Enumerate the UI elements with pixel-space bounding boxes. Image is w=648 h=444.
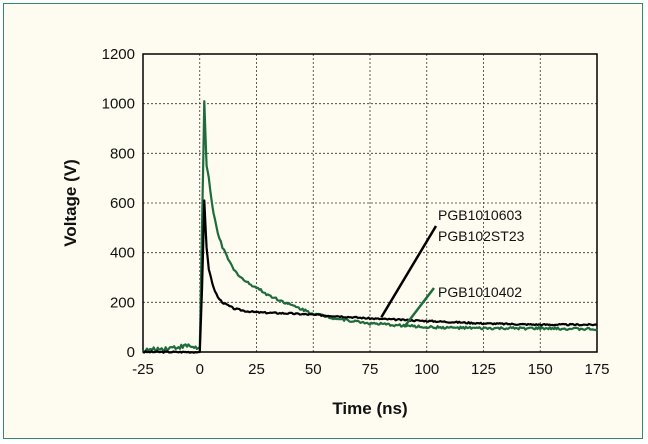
annotation-label: PGB1010603: [438, 207, 522, 223]
series-line-green: [142, 100, 598, 354]
y-tick-label: 1000: [102, 96, 135, 113]
y-tick-label: 200: [110, 294, 135, 311]
y-tick-label: 800: [110, 145, 135, 162]
y-tick-label: 400: [110, 245, 135, 262]
x-tick-label: 50: [305, 361, 322, 378]
y-tick-label: 600: [110, 195, 135, 212]
annotation-label: PGB102ST23: [438, 228, 525, 244]
x-axis-title: Time (ns): [332, 399, 407, 418]
x-tick-label: 175: [584, 361, 609, 378]
x-tick-labels: -25 0 25 50 75 100 125 150 175: [132, 361, 609, 378]
y-tick-label: 0: [127, 344, 135, 361]
x-tick-label: 0: [196, 361, 204, 378]
y-axis-title: Voltage (V): [61, 159, 80, 247]
annotations: PGB1010603 PGB102ST23 PGB1010402: [380, 207, 525, 328]
x-tick-label: 125: [471, 361, 496, 378]
x-tick-label: 150: [528, 361, 553, 378]
x-tick-label: 75: [362, 361, 379, 378]
annotation-pointer: [403, 287, 435, 328]
y-tick-labels: 0 200 400 600 800 1000 1200: [102, 46, 135, 361]
annotation-pointer: [380, 225, 438, 318]
chart-frame: [3, 3, 643, 439]
series-layer: [142, 100, 598, 354]
x-tick-label: -25: [132, 361, 154, 378]
annotation-label: PGB1010402: [438, 284, 522, 300]
y-tick-label: 1200: [102, 46, 135, 63]
series-line-black: [142, 199, 598, 354]
x-tick-label: 100: [414, 361, 439, 378]
plot-border: [142, 53, 598, 353]
x-tick-label: 25: [248, 361, 265, 378]
